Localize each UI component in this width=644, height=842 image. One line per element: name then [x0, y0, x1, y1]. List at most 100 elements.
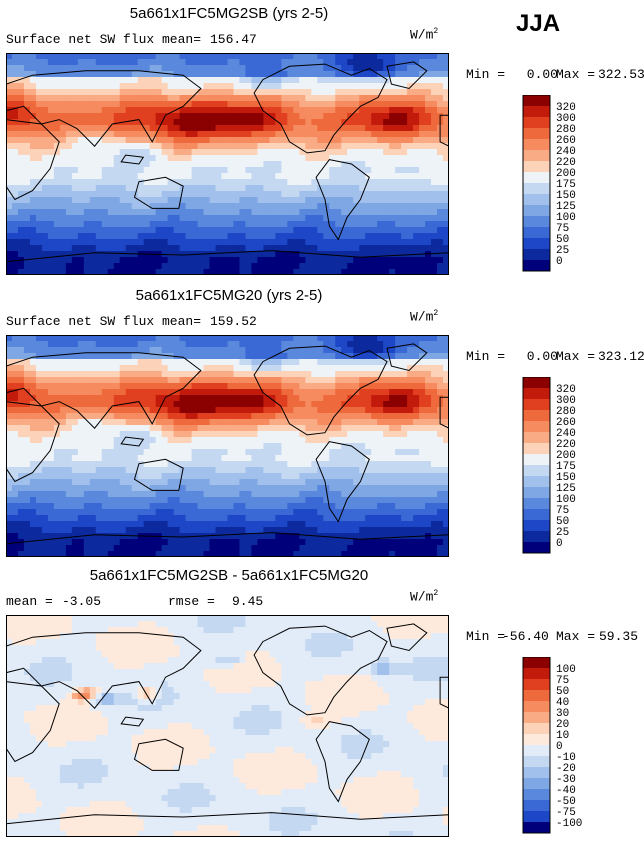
field-cell	[419, 77, 426, 84]
field-cell	[353, 473, 360, 480]
field-cell	[299, 239, 306, 246]
field-cell	[317, 125, 324, 132]
field-cell	[95, 83, 103, 90]
field-cell	[383, 353, 390, 360]
field-cell	[263, 113, 271, 120]
field-cell	[173, 65, 181, 72]
field-cell	[287, 215, 294, 222]
field-cell	[293, 209, 300, 216]
field-cell	[311, 335, 318, 342]
field-cell	[287, 245, 294, 252]
field-cell	[119, 131, 127, 138]
field-cell	[287, 371, 294, 378]
field-cell	[173, 335, 181, 342]
field-cell	[431, 431, 438, 438]
field-cell	[89, 173, 97, 180]
field-cell	[113, 383, 121, 390]
field-cell	[407, 359, 414, 366]
field-cell	[137, 431, 145, 438]
field-cell	[425, 197, 432, 204]
field-cell	[113, 509, 121, 516]
field-cell	[197, 101, 205, 108]
field-cell	[305, 437, 312, 444]
field-cell	[287, 251, 294, 258]
field-cell	[335, 443, 342, 450]
field-cell	[377, 251, 384, 258]
field-cell	[401, 353, 408, 360]
field-cell	[167, 149, 175, 156]
field-cell	[365, 131, 372, 138]
field-cell	[383, 155, 390, 162]
field-cell	[245, 509, 253, 516]
field-cell	[377, 245, 384, 252]
field-cell	[149, 455, 157, 462]
field-cell	[317, 353, 324, 360]
field-cell	[125, 359, 133, 366]
field-cell	[311, 227, 318, 234]
field-cell	[47, 251, 55, 258]
field-cell	[317, 173, 324, 180]
field-cell	[119, 383, 127, 390]
field-cell	[425, 359, 432, 366]
field-cell	[125, 503, 133, 510]
field-cell	[359, 173, 366, 180]
field-cell	[221, 107, 229, 114]
field-cell	[245, 491, 253, 498]
field-cell	[197, 107, 205, 114]
field-cell	[419, 419, 426, 426]
field-cell	[371, 71, 378, 78]
field-cell	[29, 257, 37, 264]
field-cell	[59, 251, 67, 258]
field-cell	[83, 503, 91, 510]
field-cell	[245, 107, 253, 114]
field-cell	[179, 131, 187, 138]
field-cell	[281, 209, 288, 216]
field-cell	[191, 257, 199, 264]
field-cell	[395, 347, 402, 354]
field-cell	[125, 113, 133, 120]
field-cell	[407, 419, 414, 426]
field-cell	[203, 137, 211, 144]
field-cell	[329, 59, 336, 66]
field-cell	[305, 191, 312, 198]
field-cell	[11, 59, 19, 66]
field-cell	[293, 53, 300, 60]
field-cell	[383, 203, 390, 210]
field-cell	[59, 269, 67, 275]
field-cell	[173, 125, 181, 132]
field-cell	[29, 449, 37, 456]
field-cell	[149, 245, 157, 252]
field-cell	[95, 341, 103, 348]
field-cell	[47, 359, 55, 366]
field-cell	[443, 131, 449, 138]
field-cell	[47, 455, 55, 462]
field-cell	[365, 425, 372, 432]
field-cell	[155, 353, 163, 360]
field-cell	[293, 197, 300, 204]
field-cell	[329, 491, 336, 498]
field-cell	[29, 53, 37, 60]
field-cell	[131, 443, 139, 450]
field-cell	[185, 197, 193, 204]
field-cell	[71, 215, 79, 222]
field-cell	[419, 107, 426, 114]
field-cell	[275, 473, 282, 480]
field-cell	[311, 137, 318, 144]
field-cell	[317, 497, 324, 504]
field-cell	[395, 161, 402, 168]
field-cell	[263, 161, 271, 168]
field-cell	[359, 425, 366, 432]
field-cell	[29, 269, 37, 275]
field-cell	[299, 371, 306, 378]
field-cell	[419, 83, 426, 90]
field-cell	[125, 161, 133, 168]
field-cell	[179, 455, 187, 462]
field-cell	[425, 143, 432, 150]
field-cell	[407, 269, 414, 275]
field-cell	[17, 227, 25, 234]
field-cell	[233, 89, 241, 96]
field-cell	[203, 467, 211, 474]
field-cell	[59, 125, 67, 132]
field-cell	[245, 269, 253, 275]
field-cell	[395, 407, 402, 414]
